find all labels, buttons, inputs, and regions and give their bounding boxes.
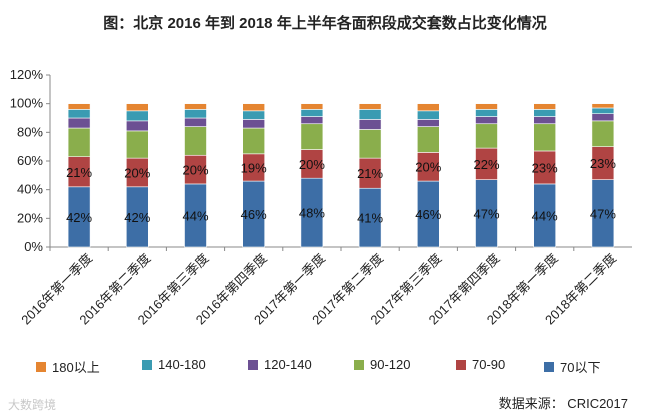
legend-label-70-below: 70以下 bbox=[560, 360, 601, 375]
bar-segment bbox=[300, 116, 324, 125]
bar-segment bbox=[184, 117, 207, 127]
chart-title: 图：北京 2016 年到 2018 年上半年各面积段成交套数占比变化情况 bbox=[103, 15, 547, 32]
bar-segment bbox=[242, 103, 265, 112]
legend-label-70-90: 70-90 bbox=[472, 357, 506, 372]
data-label: 47% bbox=[473, 206, 499, 221]
legend-label-120-140: 120-140 bbox=[264, 357, 312, 372]
bar-segment bbox=[126, 103, 149, 112]
bar-segment bbox=[416, 110, 440, 120]
y-tick-label: 80% bbox=[17, 124, 43, 139]
bar-segment bbox=[591, 113, 615, 122]
bar-segment bbox=[300, 123, 324, 150]
data-label: 21% bbox=[357, 166, 383, 181]
bar-segment bbox=[358, 109, 382, 120]
bar-segment bbox=[416, 126, 440, 153]
bar-segment bbox=[475, 123, 498, 149]
data-label: 22% bbox=[473, 157, 499, 172]
y-tick-label: 120% bbox=[10, 67, 44, 82]
data-label: 42% bbox=[66, 210, 92, 225]
bar-segment bbox=[184, 126, 207, 156]
legend-item-90-120: 90-120 bbox=[354, 357, 410, 372]
data-label: 23% bbox=[590, 156, 616, 171]
legend-label-180-plus: 180以上 bbox=[52, 360, 100, 375]
data-label: 44% bbox=[532, 208, 558, 223]
bar-segment bbox=[300, 103, 324, 110]
y-tick-label: 20% bbox=[17, 210, 43, 225]
data-label: 21% bbox=[66, 165, 92, 180]
bar-segment bbox=[126, 110, 149, 122]
bar-segment bbox=[475, 103, 498, 110]
watermark: 大数跨境 bbox=[8, 398, 57, 412]
legend-swatch-120-140 bbox=[248, 359, 258, 370]
legend-swatch-70-below bbox=[544, 361, 554, 372]
legend-label-90-120: 90-120 bbox=[370, 357, 411, 372]
bar-segment bbox=[242, 110, 265, 120]
bar-segment bbox=[533, 116, 557, 125]
y-tick-label: 40% bbox=[17, 182, 43, 197]
bar-segment bbox=[184, 103, 207, 110]
data-label: 20% bbox=[299, 157, 325, 172]
legend-swatch-90-120 bbox=[354, 359, 364, 370]
legend-item-70-90: 70-90 bbox=[456, 357, 505, 372]
legend-item-140-180: 140-180 bbox=[142, 357, 206, 372]
bar-segment bbox=[358, 129, 382, 159]
data-label: 41% bbox=[357, 211, 383, 226]
legend-swatch-70-90 bbox=[456, 359, 466, 370]
bar-segment bbox=[591, 107, 615, 115]
bar-segment bbox=[533, 123, 557, 152]
legend-swatch-140-180 bbox=[142, 359, 152, 370]
legend-swatch-180-plus bbox=[36, 361, 46, 372]
bar-segment bbox=[475, 116, 498, 125]
data-label: 23% bbox=[532, 160, 558, 175]
bar-segment bbox=[126, 130, 149, 159]
bar-segment bbox=[358, 119, 382, 130]
data-source: 数据来源： CRIC2017 bbox=[498, 396, 628, 411]
bar-segment bbox=[591, 103, 615, 109]
bar-segment bbox=[67, 117, 91, 129]
data-label: 47% bbox=[590, 206, 616, 221]
legend-item-180-plus: 180以上 bbox=[36, 357, 100, 376]
legend-label-140-180: 140-180 bbox=[158, 357, 206, 372]
data-label: 48% bbox=[299, 206, 325, 221]
data-label: 20% bbox=[415, 160, 441, 175]
bar-segment bbox=[533, 109, 557, 117]
bar-segment bbox=[416, 119, 440, 127]
bar-segment bbox=[67, 127, 91, 158]
data-label: 46% bbox=[415, 207, 441, 222]
data-label: 20% bbox=[124, 165, 150, 180]
bar-segment bbox=[300, 109, 324, 117]
bar-segment bbox=[242, 119, 265, 129]
legend-item-70-below: 70以下 bbox=[544, 357, 600, 376]
bar-segment bbox=[533, 103, 557, 110]
y-tick-label: 60% bbox=[17, 153, 43, 168]
data-label: 20% bbox=[182, 163, 208, 178]
data-label: 19% bbox=[241, 160, 267, 175]
bar-segment bbox=[416, 103, 440, 112]
y-tick-label: 100% bbox=[10, 96, 44, 111]
bar-segment bbox=[126, 120, 149, 132]
data-label: 44% bbox=[182, 208, 208, 223]
legend: 180以上 140-180 120-140 90-120 70-90 70以下 bbox=[36, 357, 636, 379]
bar-segment bbox=[358, 103, 382, 110]
bar-segment bbox=[67, 109, 91, 119]
y-tick-label: 0% bbox=[24, 239, 43, 254]
bar-segment bbox=[242, 127, 265, 155]
bar-segment bbox=[591, 120, 615, 147]
bar-segment bbox=[475, 109, 498, 117]
bar-segment bbox=[67, 103, 91, 110]
data-label: 42% bbox=[124, 210, 150, 225]
data-label: 46% bbox=[241, 207, 267, 222]
bar-segment bbox=[184, 109, 207, 119]
legend-item-120-140: 120-140 bbox=[248, 357, 312, 372]
